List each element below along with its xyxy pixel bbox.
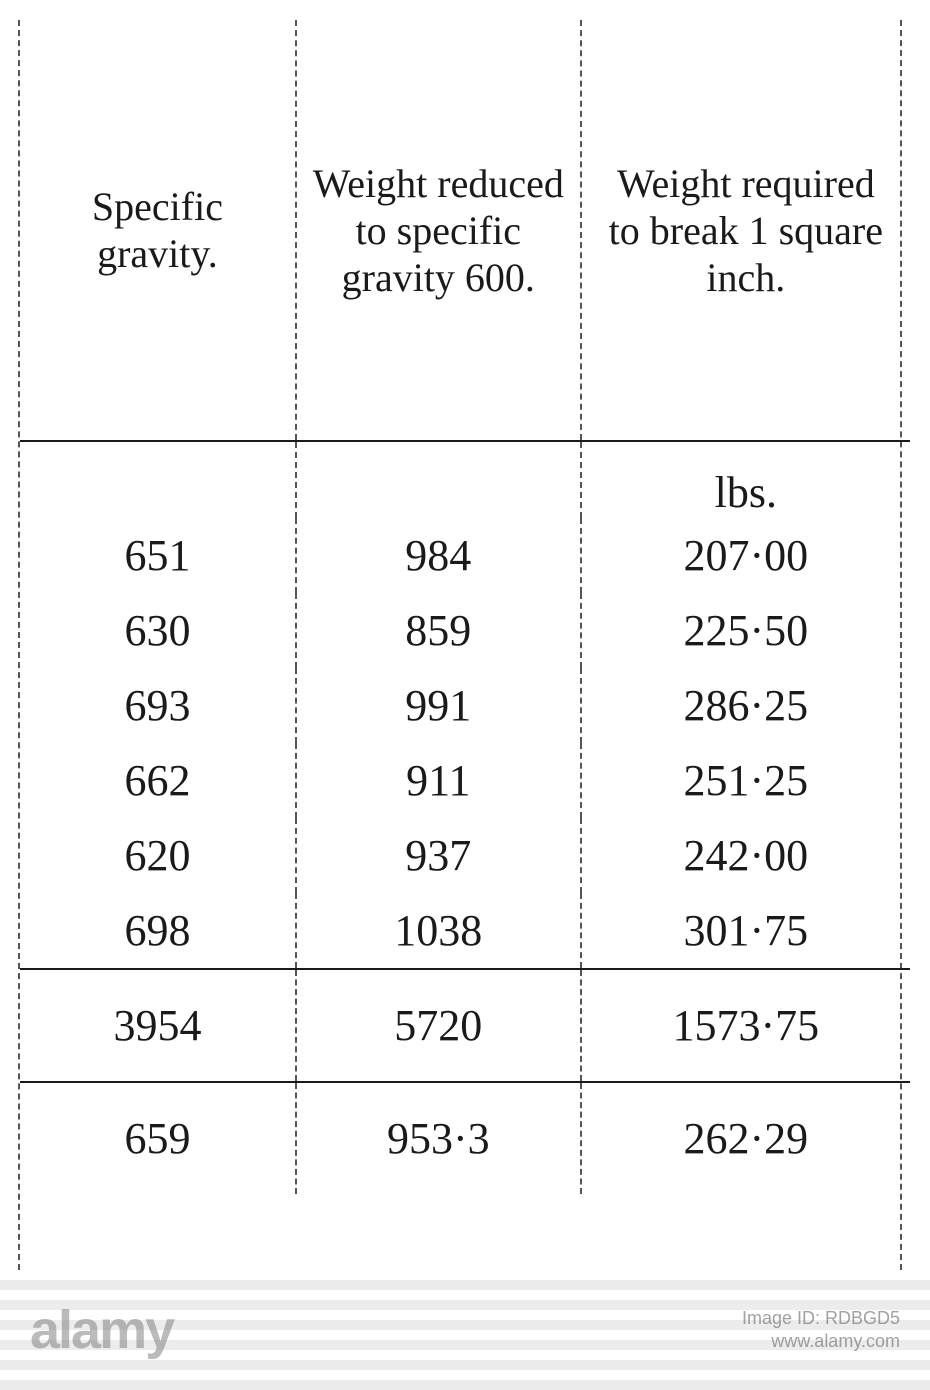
cell-sg: 630 [20, 593, 296, 668]
table-row: 662 911 251·25 [20, 743, 910, 818]
table-row: 651 984 207·00 [20, 518, 910, 593]
cell-wb: 251·25 [581, 743, 910, 818]
watermark-brand: alamy [30, 1299, 173, 1361]
watermark-meta: Image ID: RDBGD5 www.alamy.com [742, 1307, 900, 1354]
unit-row: lbs. [20, 441, 910, 518]
watermark-overlay: alamy Image ID: RDBGD5 www.alamy.com [0, 1270, 930, 1390]
cell-wr: 1038 [296, 893, 581, 969]
cell-wb: 301·75 [581, 893, 910, 969]
table-row: 693 991 286·25 [20, 668, 910, 743]
data-table-container: Specific gravity. Weight reduced to spec… [20, 20, 910, 1194]
cell-wr: 911 [296, 743, 581, 818]
cell-sg: 693 [20, 668, 296, 743]
cell-wb: 286·25 [581, 668, 910, 743]
cell-sg: 698 [20, 893, 296, 969]
average-row: 659 953·3 262·29 [20, 1082, 910, 1194]
col-header-weight-reduced: Weight reduced to specific gravity 600. [296, 20, 581, 441]
cell-wb: 225·50 [581, 593, 910, 668]
cell-sg: 651 [20, 518, 296, 593]
watermark-image-id: Image ID: RDBGD5 [742, 1307, 900, 1330]
total-wr: 5720 [296, 969, 581, 1082]
table-row: 630 859 225·50 [20, 593, 910, 668]
table-row: 620 937 242·00 [20, 818, 910, 893]
cell-wb: 242·00 [581, 818, 910, 893]
cell-wr: 984 [296, 518, 581, 593]
col-header-specific-gravity: Specific gravity. [20, 20, 296, 441]
watermark-site: www.alamy.com [742, 1330, 900, 1353]
cell-wr: 937 [296, 818, 581, 893]
total-row: 3954 5720 1573·75 [20, 969, 910, 1082]
cell-wr: 859 [296, 593, 581, 668]
unit-cell-empty-2 [296, 441, 581, 518]
cell-sg: 620 [20, 818, 296, 893]
cell-sg: 662 [20, 743, 296, 818]
cell-wb: 207·00 [581, 518, 910, 593]
total-sg: 3954 [20, 969, 296, 1082]
unit-cell-empty-1 [20, 441, 296, 518]
table-row: 698 1038 301·75 [20, 893, 910, 969]
data-table: Specific gravity. Weight reduced to spec… [20, 20, 910, 1194]
avg-sg: 659 [20, 1082, 296, 1194]
total-wb: 1573·75 [581, 969, 910, 1082]
avg-wb: 262·29 [581, 1082, 910, 1194]
avg-wr: 953·3 [296, 1082, 581, 1194]
table-header-row: Specific gravity. Weight reduced to spec… [20, 20, 910, 441]
cell-wr: 991 [296, 668, 581, 743]
col-header-weight-break: Weight required to break 1 square inch. [581, 20, 910, 441]
unit-label: lbs. [581, 441, 910, 518]
